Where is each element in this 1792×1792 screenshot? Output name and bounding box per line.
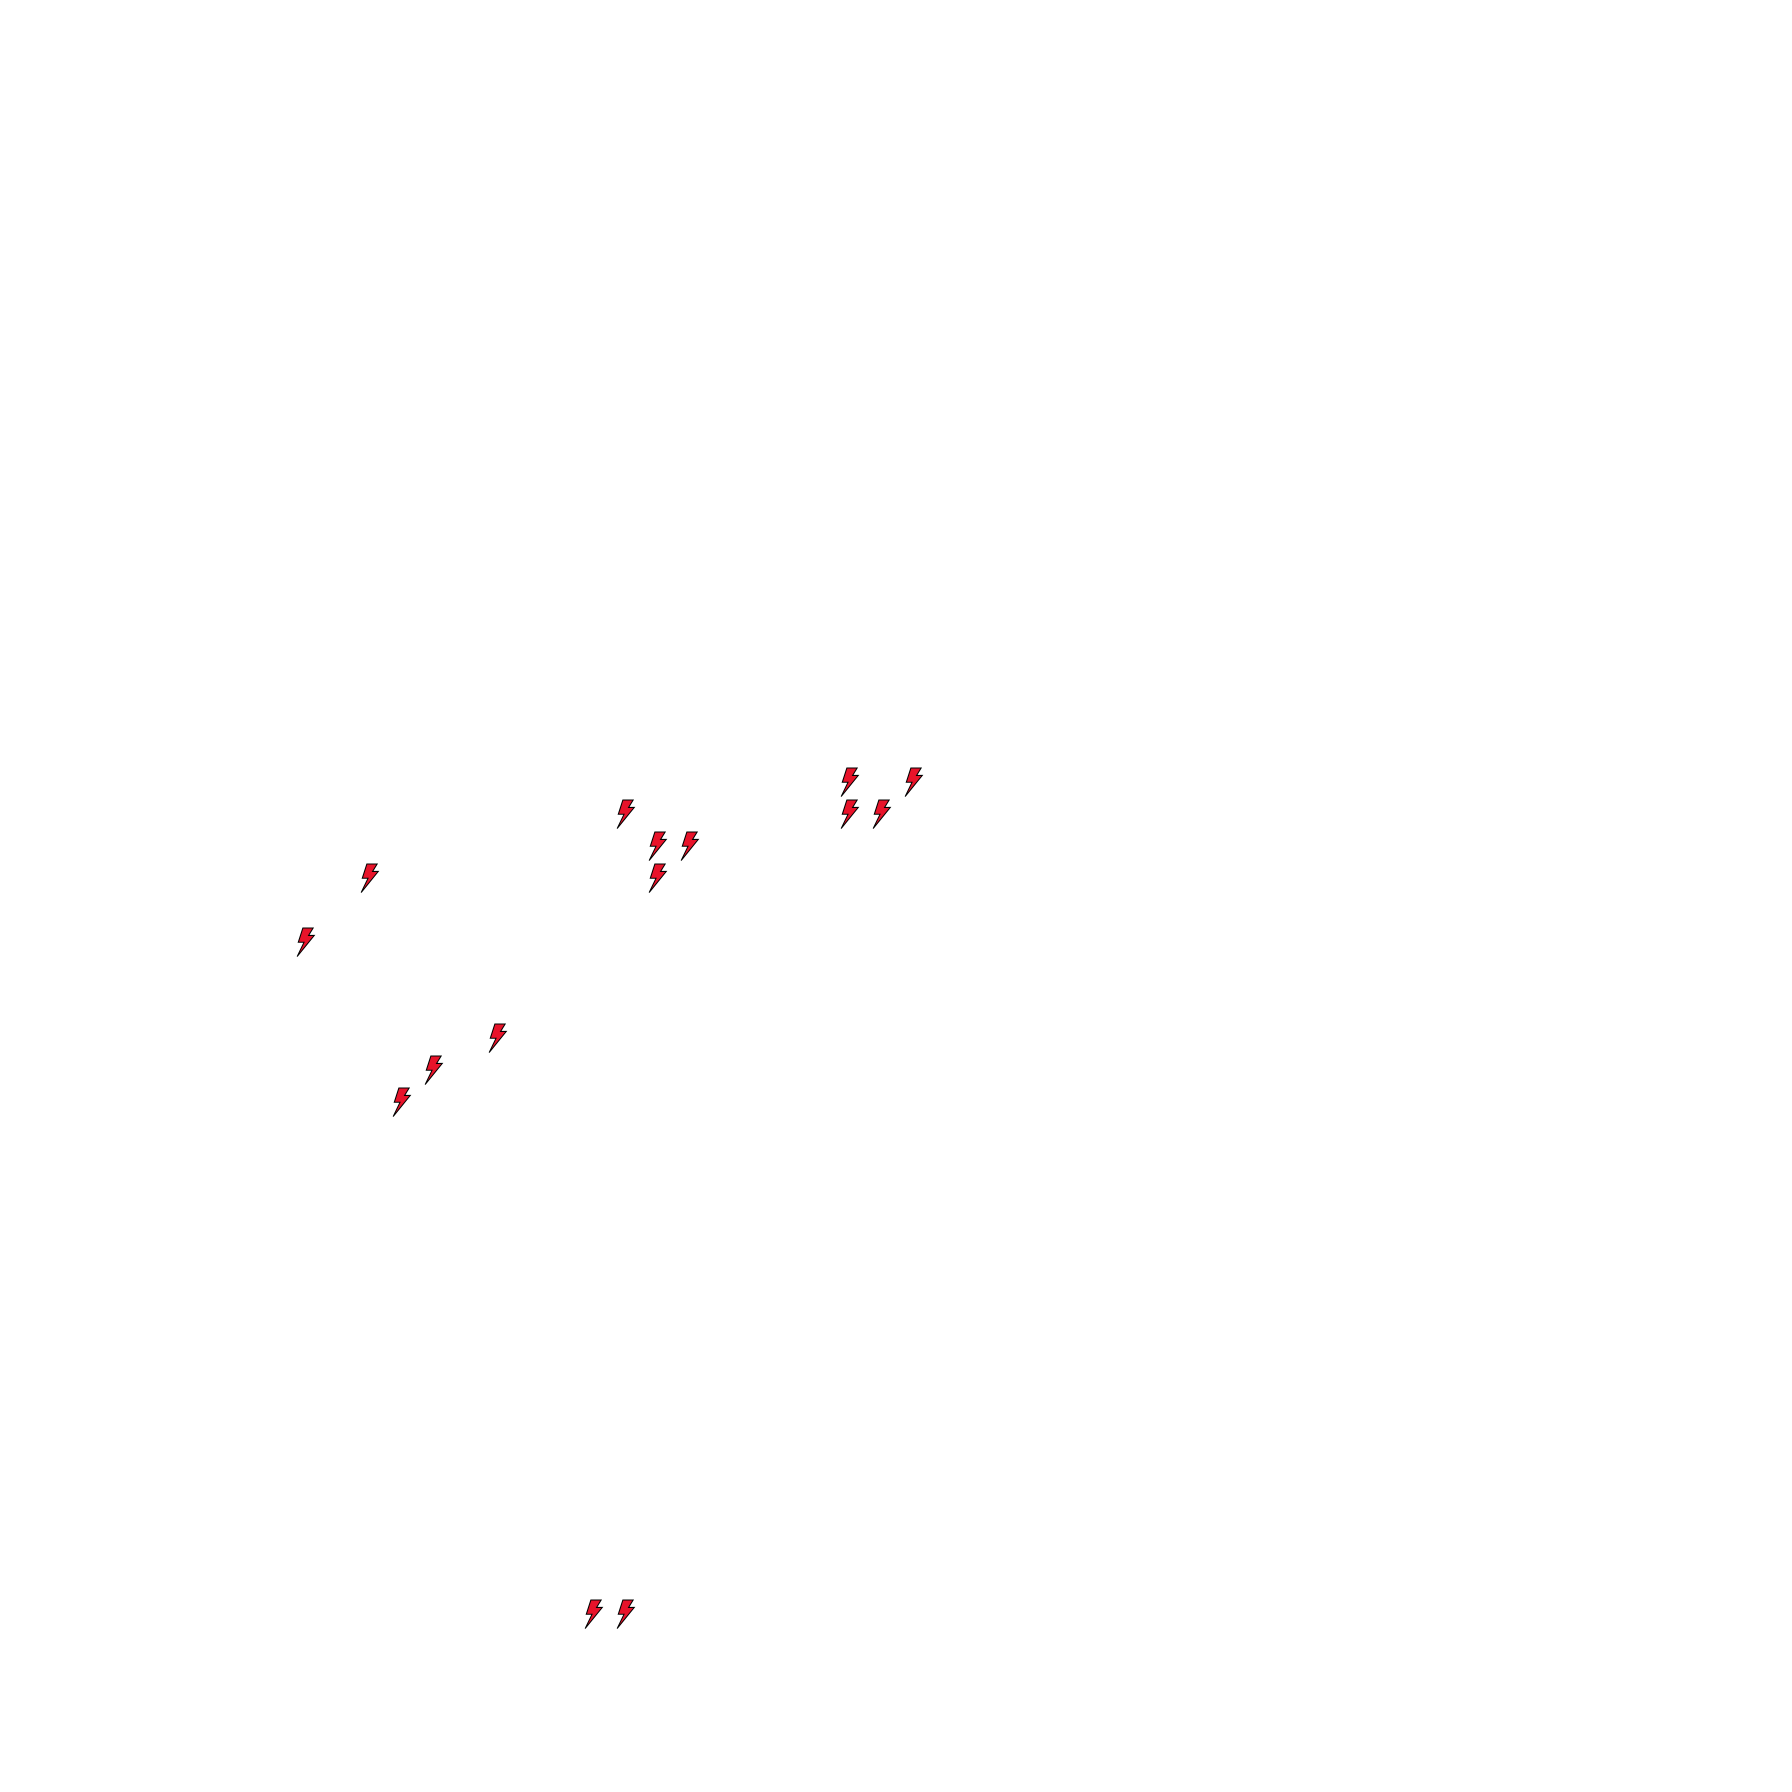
map-view: [0, 0, 1792, 1792]
page: (() => { const data = JSON.parse(documen…: [0, 0, 1792, 1792]
map-background: [0, 0, 1792, 1792]
